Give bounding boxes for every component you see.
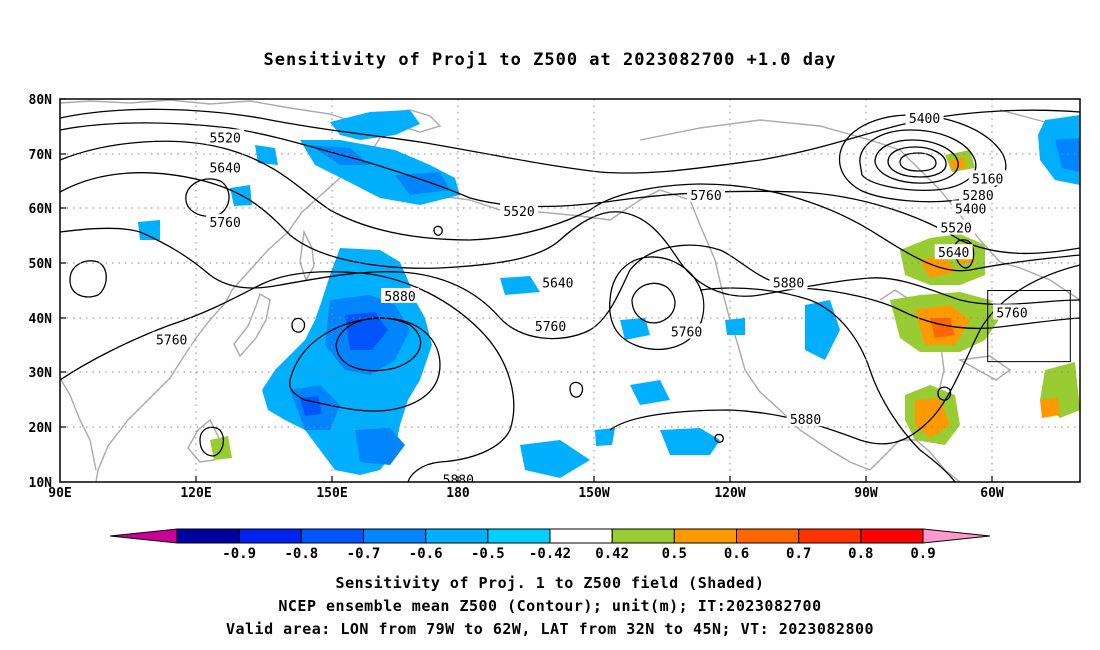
caption-valid-area: Valid area: LON from 79W to 62W, LAT fro… — [225, 620, 875, 638]
colorbar-tick-label: 0.6 — [724, 546, 749, 562]
contour-label: 5400 — [909, 112, 940, 127]
caption-contour: NCEP ensemble mean Z500 (Contour); unit(… — [278, 597, 822, 615]
map-frame — [59, 98, 1081, 483]
colorbar-labels: -0.9 -0.8 -0.7 -0.6 -0.5 -0.42 0.42 0.5 0.6 0.7 0.… — [222, 546, 935, 562]
colorbar-right-arrow — [922, 528, 991, 544]
colorbar-segment — [363, 528, 427, 544]
axis-ticks — [60, 98, 993, 482]
contour-label: 5280 — [962, 189, 993, 204]
contour-label: 5760 — [671, 326, 702, 341]
chart-title: Sensitivity of Proj1 to Z500 at 20230827… — [263, 50, 837, 70]
colorbar-tick-label: -0.9 — [222, 546, 256, 562]
contour-label-bg — [538, 274, 577, 290]
contour-label: 5880 — [384, 290, 415, 305]
lon-label-150e: 150E — [316, 486, 347, 501]
contour-label: 5760 — [690, 189, 721, 204]
colorbar-segment — [487, 528, 551, 544]
colorbar-left-arrow — [109, 528, 178, 544]
contour-label: 5880 — [790, 413, 821, 428]
contour-label-bg — [687, 186, 725, 202]
contour-label-bg — [206, 214, 245, 230]
sensitivity-shading — [138, 110, 1080, 478]
lon-label-60w: 60W — [980, 486, 1004, 501]
colorbar-tick-label: 0.42 — [595, 546, 629, 562]
colorbar-tick-label: -0.6 — [409, 546, 443, 562]
lon-label-90w: 90W — [854, 486, 878, 501]
lon-label-90e: 90E — [48, 486, 71, 501]
colorbar-tick-label: 0.5 — [662, 546, 687, 562]
colorbar-segment — [425, 528, 489, 544]
lat-label-70n: 70N — [29, 148, 53, 163]
contour-label-bg — [206, 159, 245, 175]
contour-label: 5400 — [955, 202, 986, 217]
contour-label-bg — [968, 170, 1007, 186]
map-gridlines — [60, 99, 1080, 482]
contour-label-bg — [667, 323, 706, 339]
colorbar-segment — [176, 528, 240, 544]
contour-label: 5520 — [940, 222, 971, 237]
lat-label-50n: 50N — [29, 257, 53, 272]
colorbar-tick-label: 0.8 — [848, 546, 873, 562]
contour-label-bg — [381, 287, 419, 303]
contour-label-bg — [937, 219, 976, 235]
colorbar-tick-label: -0.42 — [529, 546, 571, 562]
colorbar-tick-label: 0.9 — [910, 546, 935, 562]
contour-label: 5520 — [503, 205, 534, 220]
contour-label-bg — [500, 203, 538, 219]
contour-label: 5760 — [535, 320, 566, 335]
lat-label-20n: 20N — [29, 421, 53, 436]
lon-label-150w: 150W — [578, 486, 609, 501]
lon-label-120w: 120W — [714, 486, 745, 501]
colorbar-tick-label: -0.5 — [471, 546, 505, 562]
contour-label: 5640 — [542, 276, 573, 291]
colorbar-tick-label: -0.7 — [347, 546, 381, 562]
caption-shaded: Sensitivity of Proj. 1 to Z500 field (Sh… — [335, 574, 765, 592]
lat-label-30n: 30N — [29, 366, 53, 381]
colorbar-segment — [549, 528, 613, 544]
contour-label: 5640 — [209, 161, 240, 176]
latitude-labels: 10N 20N 30N 40N 50N 60N 70N 80N — [29, 93, 53, 491]
contour-label-bg — [993, 304, 1031, 320]
contour-label-bg — [152, 331, 191, 347]
contour-label: 5760 — [209, 216, 240, 231]
colorbar-segment — [673, 528, 737, 544]
contour-labels: 5520 5640 5760 5760 5880 5520 5640 5760 5760 5760… — [152, 110, 1031, 482]
contour-label: 5640 — [938, 246, 969, 261]
contour-label: 5520 — [209, 131, 240, 146]
lat-label-80n: 80N — [29, 93, 53, 108]
colorbar-tick-label: 0.7 — [786, 546, 811, 562]
contour-label-bg — [769, 274, 808, 290]
colorbar-segment — [860, 528, 924, 544]
colorbar-segments — [109, 528, 991, 544]
colorbar-segment — [611, 528, 675, 544]
colorbar-segment — [238, 528, 302, 544]
contour-label: 5760 — [156, 334, 187, 349]
contour-label-bg — [959, 186, 997, 202]
lat-label-60n: 60N — [29, 202, 53, 217]
contour-label: 5160 — [972, 172, 1003, 187]
contour-label-bg — [786, 411, 825, 427]
lon-label-120e: 120E — [180, 486, 211, 501]
colorbar-segment — [300, 528, 365, 544]
contour-label-bg — [951, 200, 990, 216]
contour-label-bg — [934, 244, 973, 260]
contour-label-bg — [206, 129, 245, 145]
colorbar-segment — [798, 528, 862, 544]
contour-label-bg — [905, 110, 944, 126]
colorbar-tick-label: -0.8 — [284, 546, 318, 562]
lat-label-40n: 40N — [29, 312, 53, 327]
lon-label-180: 180 — [446, 486, 470, 501]
contour-label: 5760 — [996, 306, 1027, 321]
contour-label: 5880 — [773, 276, 804, 291]
lat-label-10n: 10N — [29, 476, 53, 491]
longitude-labels: 90E 120E 150E 180 150W 120W 90W 60W — [48, 486, 1004, 501]
colorbar-segment — [736, 528, 800, 544]
contour-label-bg — [531, 318, 570, 334]
valid-area-box — [987, 290, 1071, 363]
